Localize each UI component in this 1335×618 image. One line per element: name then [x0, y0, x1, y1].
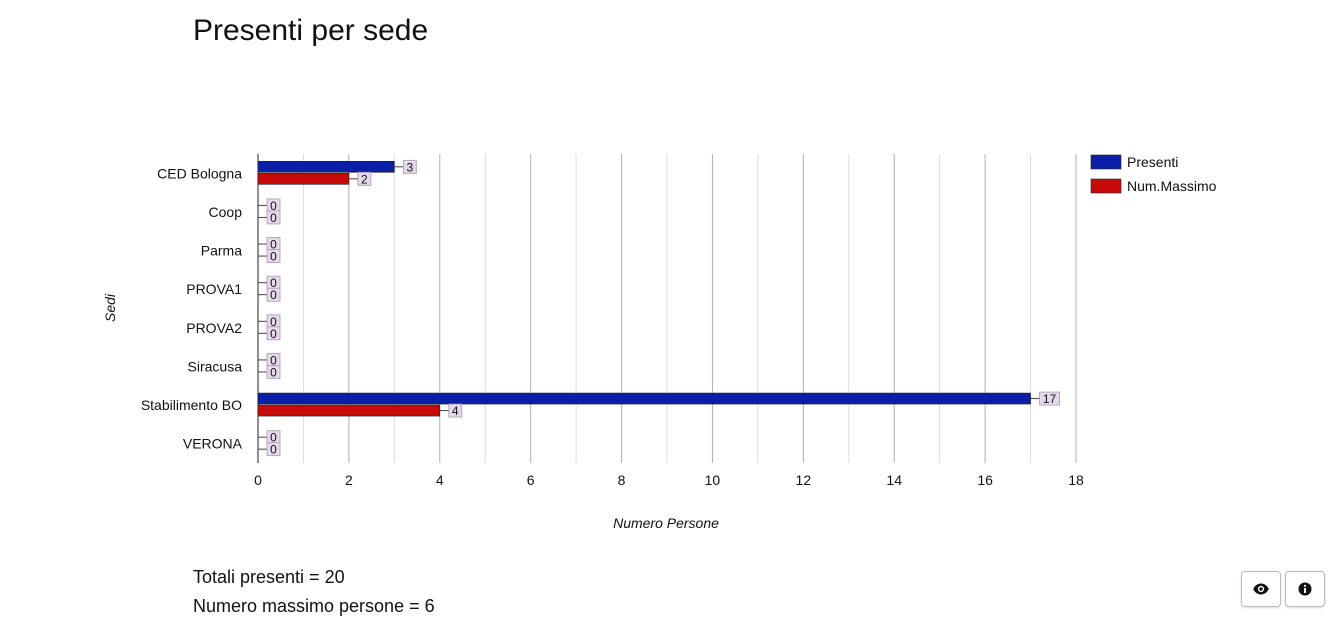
data-label: 0: [270, 353, 277, 367]
total-present-text: Totali presenti = 20: [193, 567, 345, 587]
data-label: 0: [270, 315, 277, 329]
y-category-label: Siracusa: [188, 358, 243, 374]
legend-label: Presenti: [1127, 154, 1178, 170]
data-label-box: [266, 287, 281, 302]
data-label: 17: [1043, 392, 1057, 406]
data-label: 0: [270, 238, 277, 252]
y-category-label: Stabilimento BO: [141, 397, 242, 413]
legend-swatch: [1090, 178, 1122, 194]
x-tick-label: 12: [796, 472, 812, 488]
bar: [257, 173, 350, 185]
data-label: 0: [270, 211, 277, 225]
bar: [257, 161, 395, 173]
data-label: 0: [270, 327, 277, 341]
data-label-box: [266, 365, 281, 379]
data-label: 0: [270, 199, 277, 213]
x-tick-label: 14: [886, 472, 902, 488]
x-tick-label: 10: [705, 472, 721, 488]
data-label-box: [448, 403, 463, 418]
view-button[interactable]: [1241, 571, 1281, 607]
y-category-label: VERONA: [183, 436, 243, 452]
max-persons-text: Numero massimo persone = 6: [193, 596, 435, 616]
x-tick-label: 2: [345, 472, 353, 488]
data-label-box: [266, 442, 281, 457]
bar: [257, 404, 441, 417]
data-label: 0: [270, 443, 277, 457]
data-label-box: [266, 249, 281, 263]
x-tick-label: 16: [977, 472, 993, 488]
x-axis-label: Numero Persone: [613, 515, 719, 531]
eye-icon: [1253, 583, 1269, 595]
data-label: 3: [406, 160, 413, 174]
x-tick-label: 6: [527, 472, 535, 488]
data-label-box: [266, 210, 281, 225]
x-tick-label: 0: [254, 472, 262, 488]
legend-swatch: [1090, 154, 1122, 170]
y-category-label: PROVA1: [186, 281, 242, 297]
data-label: 4: [452, 404, 459, 418]
legend-label: Num.Massimo: [1127, 178, 1217, 194]
data-label: 0: [270, 276, 277, 290]
page-title: Presenti per sede: [193, 14, 429, 47]
info-button[interactable]: [1285, 571, 1325, 607]
y-axis-label: Sedi: [102, 293, 118, 322]
x-tick-label: 18: [1068, 472, 1084, 488]
data-label-box: [1039, 391, 1060, 406]
y-category-label: PROVA2: [186, 320, 242, 336]
data-label-box: [357, 171, 372, 186]
y-category-label: Coop: [209, 204, 243, 220]
bar: [257, 392, 1031, 405]
data-label: 0: [270, 250, 277, 264]
info-icon: [1298, 582, 1312, 596]
data-label: 0: [270, 288, 277, 302]
x-tick-label: 4: [436, 472, 444, 488]
x-tick-label: 8: [618, 472, 626, 488]
y-category-label: CED Bologna: [157, 165, 242, 181]
y-category-label: Parma: [201, 243, 242, 259]
data-label-box: [402, 159, 417, 174]
data-label-box: [266, 326, 281, 341]
data-label: 2: [361, 172, 368, 186]
data-label: 0: [270, 431, 277, 445]
data-label: 0: [270, 365, 277, 379]
